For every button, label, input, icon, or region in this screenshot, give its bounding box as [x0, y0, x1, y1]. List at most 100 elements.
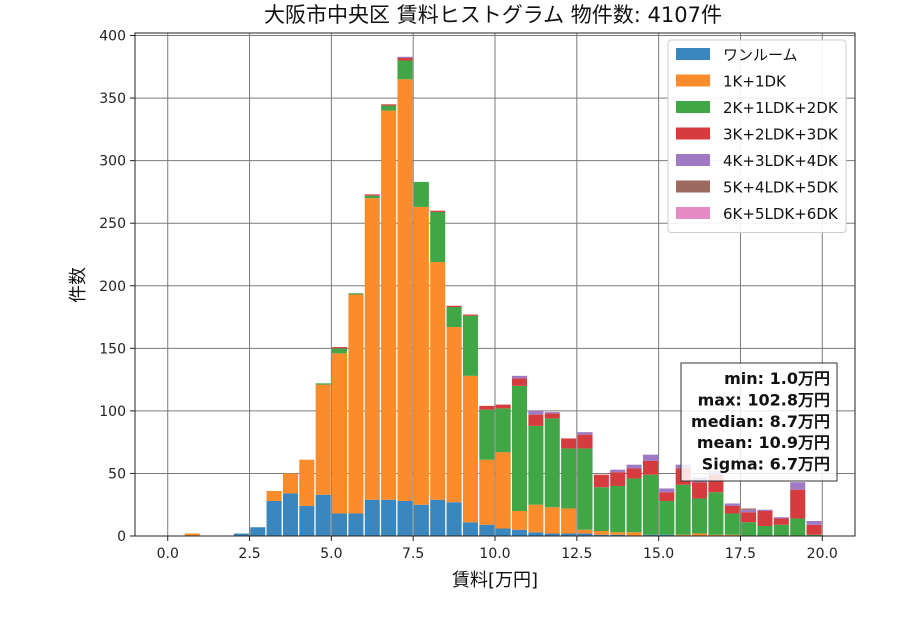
histogram-bar — [790, 518, 806, 536]
histogram-bar — [266, 490, 282, 501]
histogram-bar — [250, 527, 266, 536]
histogram-bar — [806, 534, 822, 536]
histogram-bar — [413, 206, 429, 505]
histogram-bar — [544, 413, 560, 419]
histogram-bar — [593, 530, 609, 535]
y-tick-label: 250 — [99, 216, 126, 232]
histogram-bar — [299, 459, 315, 506]
legend-swatch — [676, 101, 710, 113]
y-tick-label: 300 — [99, 154, 126, 170]
x-tick-label: 2.5 — [238, 546, 260, 562]
y-tick-label: 150 — [99, 341, 126, 357]
histogram-bar — [593, 487, 609, 531]
histogram-bar — [528, 410, 544, 415]
histogram-bar — [446, 502, 462, 536]
histogram-bar — [266, 500, 282, 536]
histogram-bar — [528, 414, 544, 426]
histogram-bar — [724, 505, 740, 514]
histogram-bar — [381, 104, 397, 106]
chart-title: 大阪市中央区 賃料ヒストグラム 物件数: 4107件 — [264, 3, 722, 27]
histogram-bar — [773, 517, 789, 519]
stats-line: Sigma: 6.7万円 — [702, 455, 830, 474]
histogram-bar — [397, 79, 413, 501]
histogram-bar — [413, 181, 429, 207]
histogram-bar — [561, 508, 577, 534]
y-tick-label: 350 — [99, 91, 126, 107]
legend-swatch — [676, 74, 710, 87]
histogram-bar — [282, 473, 298, 494]
histogram-bar — [741, 508, 757, 510]
y-tick-label: 400 — [99, 29, 126, 45]
histogram-bar — [626, 464, 642, 469]
legend-entry: 2K+1LDK+2DK — [723, 99, 839, 117]
x-tick-label: 0.0 — [157, 546, 179, 562]
histogram-bar — [413, 504, 429, 536]
histogram-bar — [806, 524, 822, 535]
histogram-bar — [430, 210, 446, 212]
histogram-bar — [364, 194, 380, 196]
stats-line: min: 1.0万円 — [724, 369, 830, 388]
histogram-bar — [577, 448, 593, 530]
histogram-bar — [332, 353, 348, 514]
legend-frame — [667, 39, 847, 233]
histogram-bar — [577, 529, 593, 534]
histogram-bar — [741, 522, 757, 536]
y-axis-label: 件数 — [68, 267, 89, 303]
histogram-bar — [495, 452, 511, 529]
histogram-bar — [381, 105, 397, 111]
histogram-bar — [381, 110, 397, 500]
histogram-bar — [348, 294, 364, 514]
histogram-bar — [610, 532, 626, 535]
x-tick-label: 20.0 — [807, 546, 838, 562]
histogram-bar — [610, 534, 626, 536]
histogram-bar — [642, 460, 658, 475]
histogram-bar — [446, 307, 462, 328]
legend-entry: 5K+4LDK+5DK — [723, 179, 839, 197]
histogram-bar — [430, 261, 446, 500]
legend-entry: 3K+2LDK+3DK — [723, 126, 839, 144]
legend-swatch — [676, 207, 710, 219]
legend-swatch — [676, 48, 710, 60]
histogram-bar — [512, 529, 528, 536]
histogram-bar — [462, 314, 478, 316]
histogram-bar — [495, 404, 511, 409]
y-tick-label: 200 — [99, 279, 126, 295]
histogram-bar — [479, 524, 495, 536]
histogram-bar — [692, 498, 708, 534]
histogram-bar — [381, 499, 397, 536]
histogram-bar — [790, 489, 806, 519]
histogram-bar — [348, 293, 364, 295]
histogram-bar — [512, 378, 528, 386]
histogram-bar — [315, 384, 331, 495]
histogram-bar — [479, 409, 495, 460]
histogram-bar — [626, 478, 642, 533]
histogram-bar — [364, 499, 380, 536]
x-axis-label: 賃料[万円] — [452, 570, 538, 591]
histogram-bar — [741, 509, 757, 513]
histogram-bar — [659, 492, 675, 501]
y-tick-label: 100 — [99, 404, 126, 420]
x-tick-label: 10.0 — [479, 546, 510, 562]
histogram-bar — [512, 510, 528, 530]
histogram-bar — [593, 474, 609, 488]
histogram-bar — [479, 405, 495, 410]
histogram-bar — [397, 56, 413, 59]
x-tick-label: 15.0 — [643, 546, 674, 562]
histogram-bar — [561, 438, 577, 449]
x-tick-label: 5.0 — [320, 546, 342, 562]
stats-box-frame — [680, 362, 838, 482]
histogram-bar — [512, 385, 528, 511]
stats-line: max: 102.8万円 — [698, 390, 830, 409]
histogram-bar — [348, 513, 364, 536]
histogram-bar — [462, 522, 478, 536]
histogram-bar — [610, 469, 626, 473]
histogram-bar — [708, 492, 724, 535]
histogram-bar — [430, 499, 446, 536]
legend-swatch — [676, 180, 710, 193]
histogram-bar — [332, 348, 348, 354]
histogram-bar — [528, 504, 544, 533]
histogram-bar — [561, 533, 577, 536]
histogram-bar — [642, 454, 658, 461]
histogram-bar — [724, 503, 740, 506]
